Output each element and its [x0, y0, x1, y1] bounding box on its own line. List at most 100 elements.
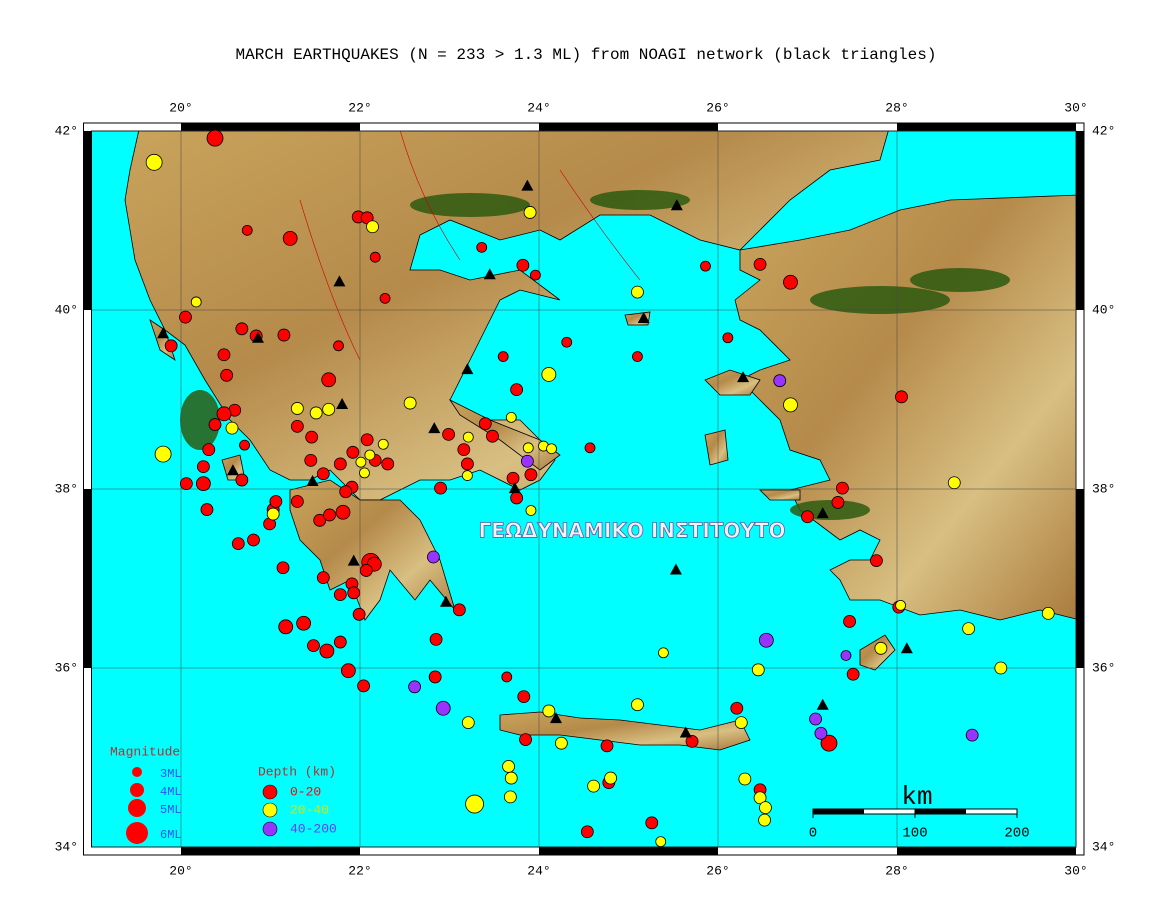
earthquake	[313, 513, 327, 527]
earthquake	[435, 700, 451, 716]
earthquake	[369, 251, 381, 263]
frame-bar	[1076, 489, 1084, 668]
earthquake	[584, 442, 596, 454]
station	[737, 371, 750, 383]
earthquake	[190, 296, 202, 308]
earthquake	[278, 619, 294, 635]
x-tick-label: 22°	[348, 863, 371, 878]
scale-tick-label: 200	[1004, 826, 1029, 842]
x-tick-label: 28°	[885, 863, 908, 878]
earthquake	[428, 670, 442, 684]
y-tick-label: 38°	[55, 481, 78, 496]
earthquake	[225, 421, 239, 435]
earthquake	[600, 739, 614, 753]
data-layer: 20° 20° 22° 22° 24° 24° 26° 26° 28° 28° 30° 30° 34° 3…	[55, 100, 1116, 878]
earthquake	[154, 445, 172, 463]
x-tick-label: 24°	[527, 100, 550, 115]
earthquake	[164, 339, 178, 353]
earthquake	[497, 351, 509, 362]
earthquake	[307, 639, 320, 653]
station	[251, 331, 264, 343]
y-tick-label: 40°	[55, 302, 78, 317]
earthquake	[476, 241, 488, 253]
earthquake	[524, 468, 538, 482]
earthquake	[461, 470, 473, 481]
x-tick-label: 30°	[1064, 100, 1087, 115]
earthquake	[734, 716, 748, 729]
x-tick-label: 30°	[1064, 863, 1087, 878]
earthquake	[895, 390, 908, 404]
station	[550, 712, 563, 724]
earthquake	[753, 257, 767, 271]
earthquake	[655, 836, 667, 848]
earthquake	[546, 443, 557, 455]
earthquake	[282, 230, 298, 246]
earthquake	[658, 647, 669, 659]
station	[428, 422, 441, 434]
station	[347, 554, 360, 566]
station	[816, 507, 829, 519]
legend-symbol	[262, 784, 278, 800]
earthquake	[604, 771, 617, 785]
earthquake	[276, 561, 290, 575]
earthquake	[722, 332, 734, 344]
earthquake	[231, 537, 245, 550]
station	[521, 179, 534, 191]
earthquake	[339, 485, 353, 499]
station	[679, 726, 692, 738]
legend-label: 20-40	[290, 802, 329, 817]
earthquake	[403, 396, 417, 410]
earthquake	[359, 467, 370, 479]
y-tick-label: 36°	[55, 660, 78, 675]
earthquake	[360, 433, 374, 447]
earthquake	[316, 571, 330, 585]
earthquake	[525, 505, 537, 516]
earthquake	[580, 825, 594, 839]
earthquake	[516, 258, 530, 272]
earthquake	[269, 495, 283, 508]
x-tick-label: 28°	[885, 100, 908, 115]
earthquake	[290, 419, 304, 433]
earthquake	[379, 292, 391, 304]
station	[669, 563, 682, 575]
earthquake	[216, 406, 232, 422]
earthquake	[809, 712, 822, 726]
earthquake	[381, 457, 395, 471]
earthquake	[965, 728, 979, 742]
station	[157, 327, 170, 339]
y-tick-label: 36°	[1092, 660, 1115, 675]
earthquake	[631, 698, 644, 712]
earthquake	[434, 481, 447, 495]
earthquake	[486, 429, 499, 443]
lowland	[180, 190, 1010, 520]
scale-bar-segment	[915, 809, 966, 814]
earthquake	[520, 454, 534, 468]
earthquake	[758, 632, 774, 648]
y-tick-label: 34°	[1092, 839, 1115, 854]
station	[483, 268, 496, 280]
earthquake	[523, 206, 537, 219]
legend-label: 6ML	[160, 828, 182, 842]
station	[461, 363, 474, 375]
x-tick-label: 20°	[169, 100, 192, 115]
earthquake	[247, 533, 260, 547]
earthquake	[751, 663, 765, 677]
earthquake	[426, 550, 440, 564]
earthquake	[323, 508, 336, 522]
earthquake	[522, 442, 534, 454]
earthquake	[322, 402, 336, 416]
earthquake	[202, 443, 216, 457]
station	[508, 482, 521, 494]
legend-label: 0-20	[290, 784, 321, 799]
border	[299, 131, 641, 361]
earthquake	[290, 495, 304, 508]
frame-bar	[181, 847, 360, 855]
earthquake	[1041, 607, 1055, 620]
earthquake	[517, 690, 531, 704]
earthquake	[347, 586, 361, 600]
earthquake	[510, 383, 524, 397]
y-tick-label: 38°	[1092, 481, 1115, 496]
earthquake	[333, 588, 347, 602]
earthquake	[235, 322, 249, 336]
station	[816, 698, 829, 710]
